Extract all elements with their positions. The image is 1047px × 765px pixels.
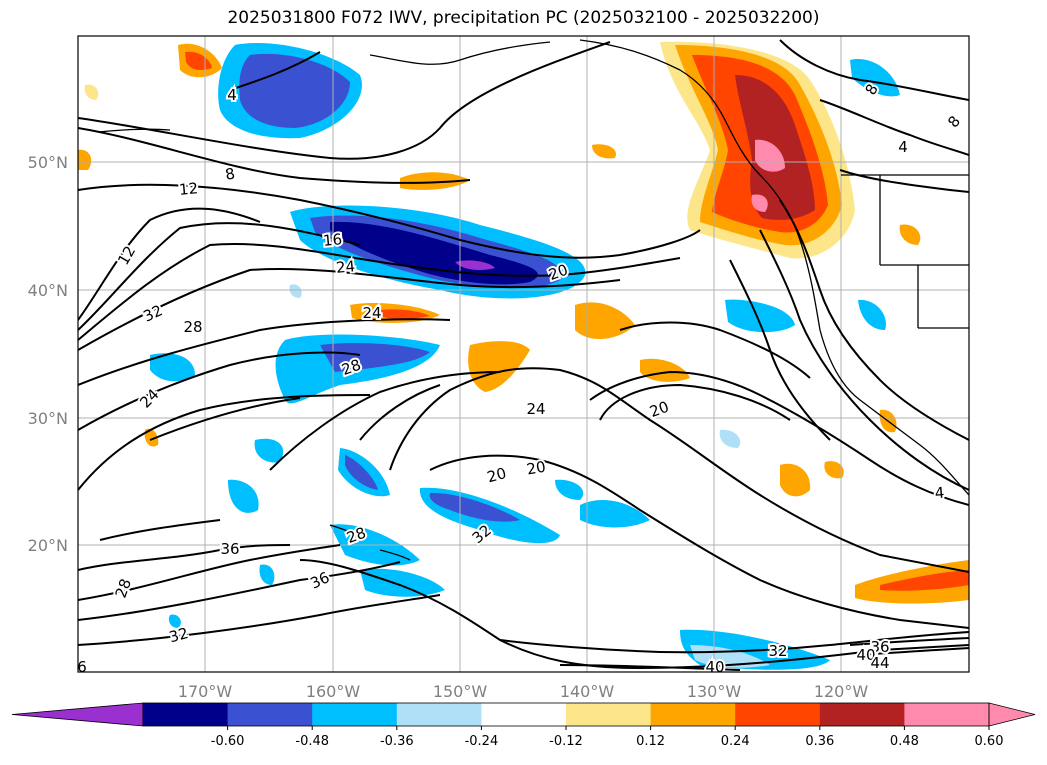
contour-label-halo: 4 (934, 484, 945, 503)
map-frame (77, 35, 970, 673)
colorbar-segment (481, 703, 567, 726)
contour-label-halo: 28 (183, 318, 202, 336)
contour-label: 20 (647, 398, 671, 421)
contour-label: 32 (167, 624, 190, 646)
colorbar-tick-label: 0.48 (890, 734, 919, 749)
contour-label-halo: 4 (898, 138, 908, 156)
contour-label: 20 (546, 261, 570, 284)
contour-label-halo: 24 (526, 400, 545, 418)
lon-axis: 170°W 160°W 150°W 140°W 130°W 120°W (178, 682, 869, 701)
colorbar-segment (735, 703, 821, 726)
colorbar-tick-label: 0.12 (636, 734, 665, 749)
colorbar-tick-label: -0.12 (549, 734, 583, 749)
colorbar-tick-label: -0.60 (211, 734, 245, 749)
lon-tick-label: 130°W (687, 682, 742, 701)
contour-label: 24 (526, 400, 545, 418)
contour-label: 28 (344, 524, 368, 547)
contour-label-halo: 4 (227, 86, 237, 104)
positive-anomaly-fill (78, 41, 969, 604)
contour-label: 28 (112, 576, 135, 600)
colorbar-segment (650, 703, 736, 726)
lat-tick-label: 50°N (28, 153, 68, 172)
contour-label: 36 (220, 540, 239, 558)
colorbar-tick-label: -0.24 (465, 734, 499, 749)
colorbar-tick-label: 0.60 (975, 734, 1004, 749)
graticule (78, 36, 969, 672)
colorbar-tick-label: 0.24 (721, 734, 750, 749)
colorbar-segment (396, 703, 482, 726)
colorbar-segment (312, 703, 398, 726)
contour-label: 20 (525, 458, 547, 479)
lon-tick-label: 120°W (814, 682, 869, 701)
contour-label-halo: 12 (178, 179, 199, 199)
colorbar-extend-max (988, 702, 1036, 727)
contour-label: 44 (870, 654, 889, 672)
colorbar-segment (227, 703, 313, 726)
lon-tick-label: 140°W (560, 682, 615, 701)
lat-tick-label: 30°N (28, 409, 68, 428)
lon-tick-label: 160°W (306, 682, 361, 701)
contour-label: 40 (705, 658, 724, 676)
contour-label: 6 (77, 658, 87, 676)
contour-label: 4 (898, 138, 908, 156)
contour-label: 40 (856, 646, 875, 664)
lat-axis: 50°N 40°N 30°N 20°N (28, 153, 68, 555)
colorbar-segment (904, 703, 990, 726)
colorbar-tick-label: -0.48 (295, 734, 329, 749)
contour-label-halo: 44 (870, 654, 889, 672)
colorbar-tick-label: 0.36 (805, 734, 834, 749)
contour-label-halo: 16 (322, 230, 343, 250)
contour-label: 12 (178, 179, 199, 199)
contour-label-halo: 40 (856, 646, 875, 664)
contour-label: 28 (339, 356, 363, 379)
contour-label-halo: 36 (870, 638, 889, 656)
lon-tick-label: 170°W (178, 682, 233, 701)
contour-label-halo: 36 (220, 540, 239, 558)
coastline (97, 39, 969, 561)
map-panel (78, 36, 969, 672)
contour-label: 16 (322, 230, 343, 250)
colorbar: -0.60 -0.48 -0.36 -0.24 -0.12 0.12 0.24 0.36 0.4… (11, 702, 1036, 749)
contour-label: 4 (934, 484, 945, 503)
contour-label: 24 (335, 257, 356, 277)
contour-label-halo: 24 (335, 257, 356, 277)
contour-label: 8 (224, 164, 237, 183)
iwv-contours (78, 39, 969, 671)
lat-tick-label: 40°N (28, 281, 68, 300)
map-title: 2025031800 F072 IWV, precipitation PC (2… (227, 8, 820, 28)
contour-label: 36 (870, 638, 889, 656)
colorbar-segment (566, 703, 652, 726)
contour-label-halo: 24 (362, 304, 381, 322)
contour-label-halo: 32 (768, 642, 787, 660)
lat-tick-label: 20°N (28, 536, 68, 555)
colorbar-segment (143, 703, 229, 726)
contour-label: 24 (362, 304, 381, 322)
contour-label: 4 (227, 86, 237, 104)
contour-label: 28 (183, 318, 202, 336)
colorbar-extend-min (11, 702, 144, 727)
contour-label-halo: 6 (77, 658, 87, 676)
lon-tick-label: 150°W (433, 682, 488, 701)
contour-label: 20 (485, 464, 508, 486)
colorbar-segment (819, 703, 905, 726)
contour-label: 32 (768, 642, 787, 660)
contour-label-halo: 40 (705, 658, 724, 676)
colorbar-tick-label: -0.36 (380, 734, 414, 749)
